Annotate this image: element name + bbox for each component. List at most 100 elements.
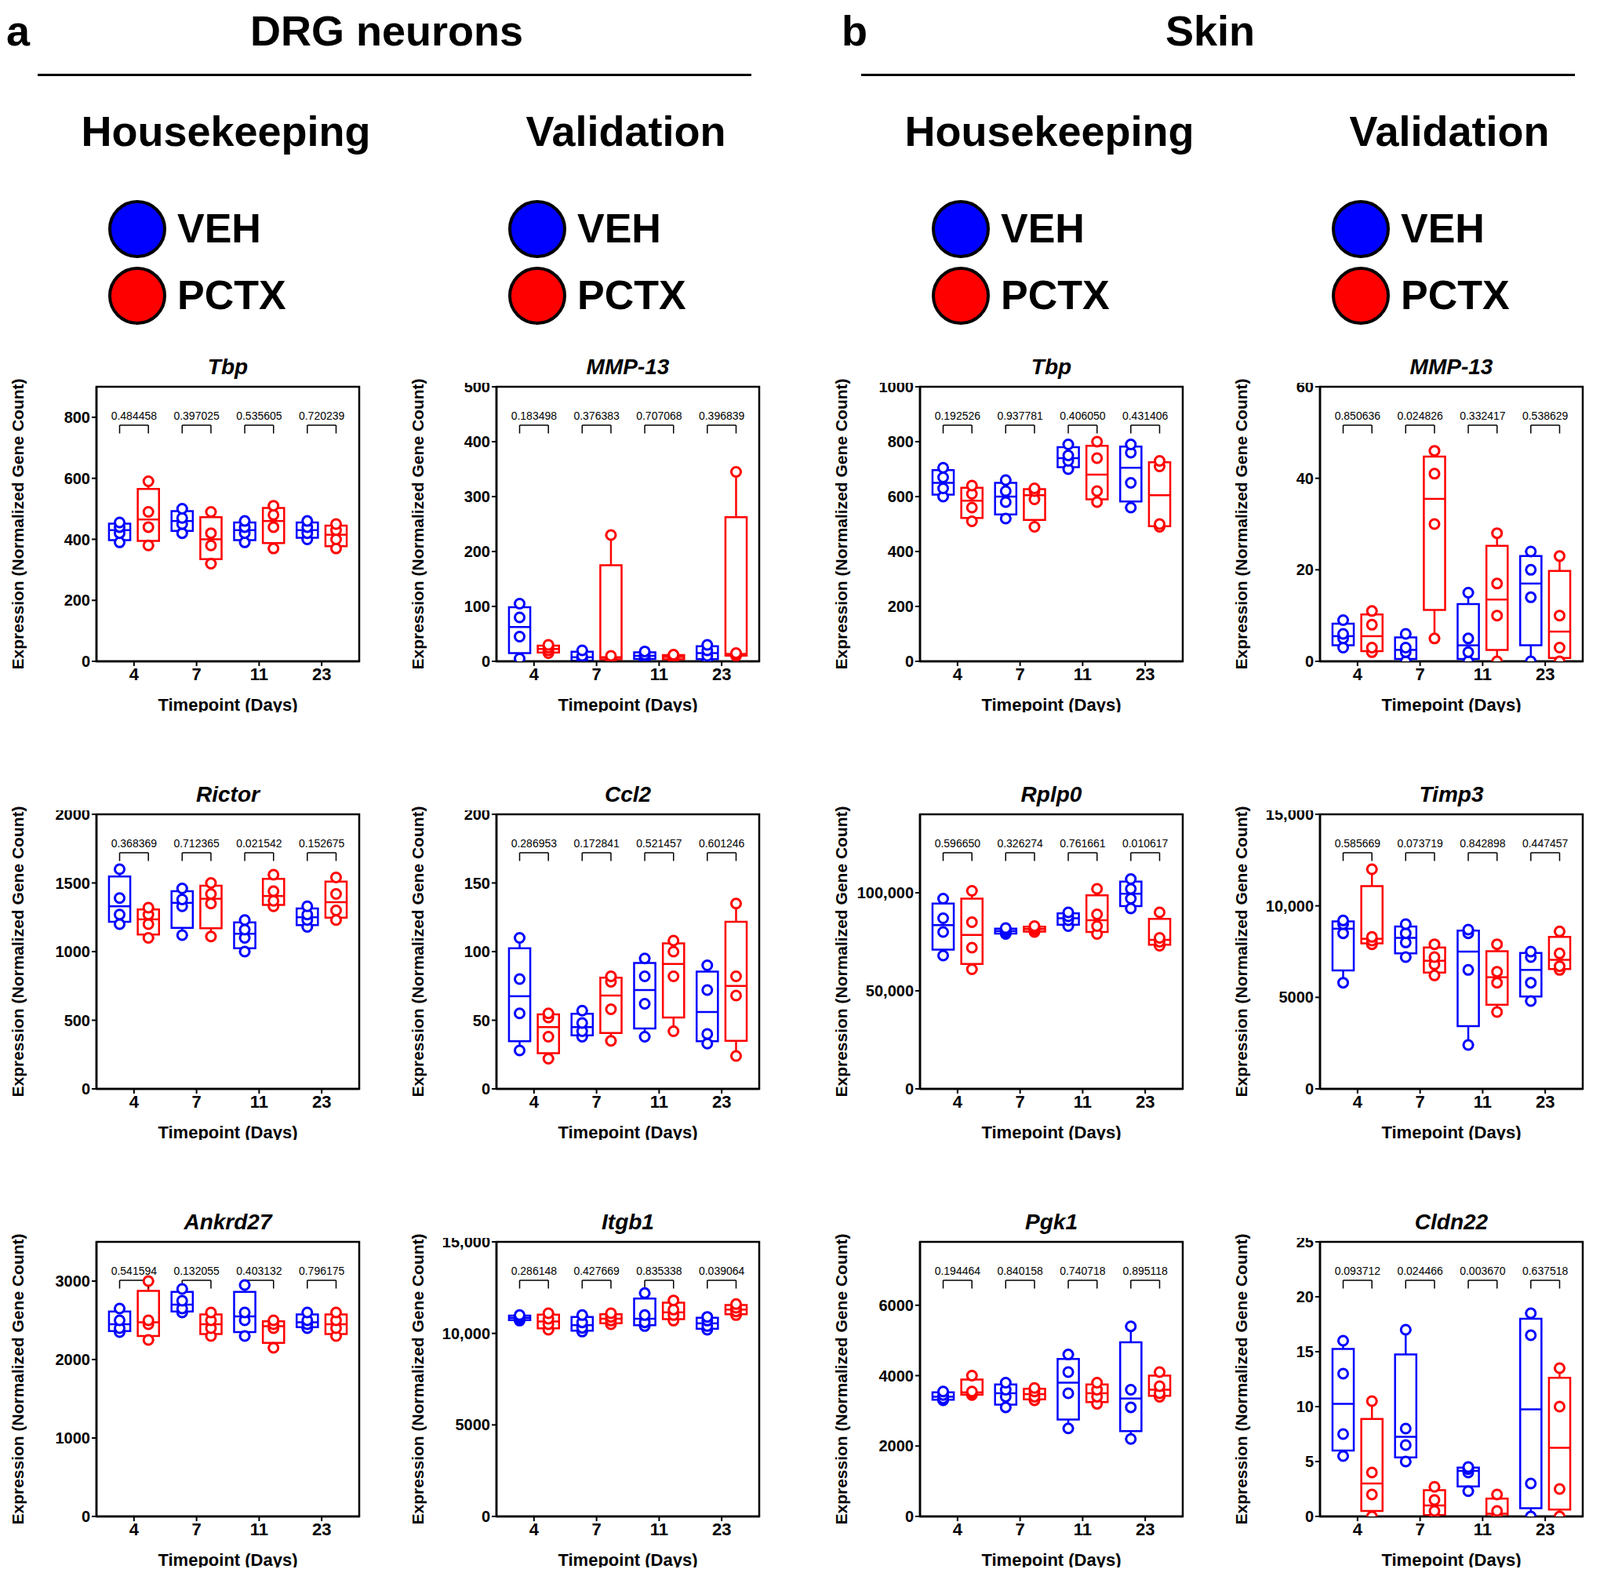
svg-text:0.021542: 0.021542: [236, 836, 283, 850]
svg-text:0.093712: 0.093712: [1334, 1264, 1382, 1277]
svg-text:23: 23: [712, 664, 731, 684]
svg-text:11: 11: [650, 1091, 669, 1112]
svg-text:Timepoint (Days): Timepoint (Days): [557, 1549, 698, 1568]
svg-text:200: 200: [64, 591, 91, 609]
svg-text:11: 11: [250, 1519, 269, 1539]
svg-text:4: 4: [952, 664, 964, 684]
svg-text:23: 23: [1535, 664, 1555, 684]
svg-text:0: 0: [905, 1080, 914, 1098]
svg-text:0.850636: 0.850636: [1334, 409, 1382, 422]
svg-text:Timepoint (Days): Timepoint (Days): [1381, 1122, 1521, 1140]
svg-text:0.194464: 0.194464: [934, 1264, 982, 1277]
svg-text:11: 11: [650, 664, 669, 684]
svg-text:7: 7: [1014, 1091, 1025, 1112]
svg-text:0.447457: 0.447457: [1522, 836, 1569, 850]
svg-text:0.842898: 0.842898: [1459, 836, 1506, 850]
svg-text:100,000: 100,000: [857, 883, 914, 902]
svg-text:0.840158: 0.840158: [996, 1264, 1044, 1277]
svg-text:4000: 4000: [879, 1367, 915, 1385]
svg-text:0.073719: 0.073719: [1396, 836, 1444, 850]
svg-text:7: 7: [191, 664, 201, 684]
svg-text:0.039064: 0.039064: [698, 1264, 746, 1277]
svg-text:10,000: 10,000: [1265, 897, 1314, 915]
svg-text:400: 400: [64, 530, 91, 549]
svg-text:10,000: 10,000: [442, 1324, 491, 1342]
svg-text:2000: 2000: [55, 810, 91, 823]
svg-text:0.707068: 0.707068: [636, 409, 683, 422]
svg-text:20: 20: [1296, 560, 1314, 579]
svg-text:0.003670: 0.003670: [1459, 1264, 1506, 1277]
svg-text:7: 7: [591, 1519, 601, 1539]
svg-text:200: 200: [464, 542, 491, 560]
svg-text:4: 4: [529, 1091, 540, 1112]
svg-text:40: 40: [1296, 469, 1314, 488]
svg-text:15: 15: [1296, 1342, 1314, 1360]
svg-text:0: 0: [905, 1507, 914, 1525]
svg-text:0.286953: 0.286953: [511, 836, 558, 850]
svg-text:600: 600: [887, 487, 914, 506]
svg-text:15,000: 15,000: [442, 1237, 491, 1251]
svg-text:6000: 6000: [879, 1296, 915, 1314]
svg-text:0.895118: 0.895118: [1122, 1264, 1168, 1277]
svg-text:10: 10: [1296, 1397, 1314, 1415]
svg-text:0.286148: 0.286148: [511, 1264, 558, 1277]
svg-text:0.406050: 0.406050: [1059, 409, 1106, 422]
svg-text:11: 11: [1073, 664, 1092, 684]
svg-text:0.937781: 0.937781: [996, 409, 1044, 422]
svg-text:4: 4: [529, 1519, 540, 1539]
svg-text:23: 23: [312, 664, 331, 684]
svg-text:800: 800: [64, 408, 91, 426]
svg-text:20: 20: [1296, 1287, 1314, 1306]
svg-text:0.521457: 0.521457: [636, 836, 683, 850]
svg-text:0.720239: 0.720239: [298, 409, 346, 422]
svg-text:23: 23: [1535, 1519, 1555, 1539]
svg-text:Timepoint (Days): Timepoint (Days): [981, 694, 1121, 713]
svg-text:2000: 2000: [879, 1436, 915, 1455]
svg-text:11: 11: [250, 664, 269, 684]
svg-text:0.024826: 0.024826: [1396, 409, 1444, 422]
svg-text:23: 23: [1535, 1091, 1555, 1112]
svg-text:7: 7: [1414, 664, 1425, 684]
svg-text:60: 60: [1296, 382, 1314, 396]
svg-text:500: 500: [464, 382, 491, 396]
svg-text:7: 7: [191, 1091, 201, 1112]
svg-text:0.183498: 0.183498: [511, 409, 558, 422]
svg-text:0.132055: 0.132055: [173, 1264, 220, 1277]
svg-text:0.010617: 0.010617: [1122, 836, 1169, 850]
svg-text:1000: 1000: [55, 1429, 91, 1447]
svg-text:11: 11: [650, 1519, 669, 1539]
svg-text:5: 5: [1305, 1452, 1314, 1470]
svg-text:0: 0: [81, 1507, 91, 1525]
svg-text:0: 0: [1305, 652, 1314, 670]
svg-text:0.740718: 0.740718: [1059, 1264, 1106, 1277]
svg-text:0.538629: 0.538629: [1522, 409, 1569, 422]
svg-text:4: 4: [1352, 1091, 1364, 1112]
svg-text:11: 11: [1473, 664, 1492, 684]
svg-text:0.585669: 0.585669: [1334, 836, 1382, 850]
svg-text:4: 4: [529, 664, 540, 684]
svg-text:4: 4: [129, 1091, 140, 1112]
svg-text:0.192526: 0.192526: [934, 409, 982, 422]
svg-text:0.835338: 0.835338: [636, 1264, 683, 1277]
svg-text:23: 23: [712, 1091, 731, 1112]
svg-text:0.427669: 0.427669: [573, 1264, 620, 1277]
svg-text:7: 7: [1014, 664, 1025, 684]
svg-text:400: 400: [887, 542, 914, 560]
svg-text:0.396839: 0.396839: [698, 409, 746, 422]
svg-text:Timepoint (Days): Timepoint (Days): [157, 1549, 298, 1568]
svg-text:0.712365: 0.712365: [173, 836, 220, 850]
svg-text:23: 23: [1135, 1091, 1155, 1112]
svg-text:11: 11: [1473, 1519, 1492, 1539]
svg-text:0.403132: 0.403132: [236, 1264, 283, 1277]
svg-text:1500: 1500: [55, 874, 91, 892]
svg-text:7: 7: [591, 1091, 601, 1112]
svg-text:23: 23: [312, 1091, 331, 1112]
svg-text:Timepoint (Days): Timepoint (Days): [1381, 1549, 1521, 1568]
svg-text:0.326274: 0.326274: [996, 836, 1044, 850]
svg-text:0: 0: [1305, 1507, 1314, 1525]
svg-text:4: 4: [129, 664, 140, 684]
svg-text:2000: 2000: [55, 1350, 91, 1368]
svg-text:0.376383: 0.376383: [573, 409, 620, 422]
svg-text:11: 11: [250, 1091, 269, 1112]
svg-text:5000: 5000: [1279, 988, 1315, 1006]
